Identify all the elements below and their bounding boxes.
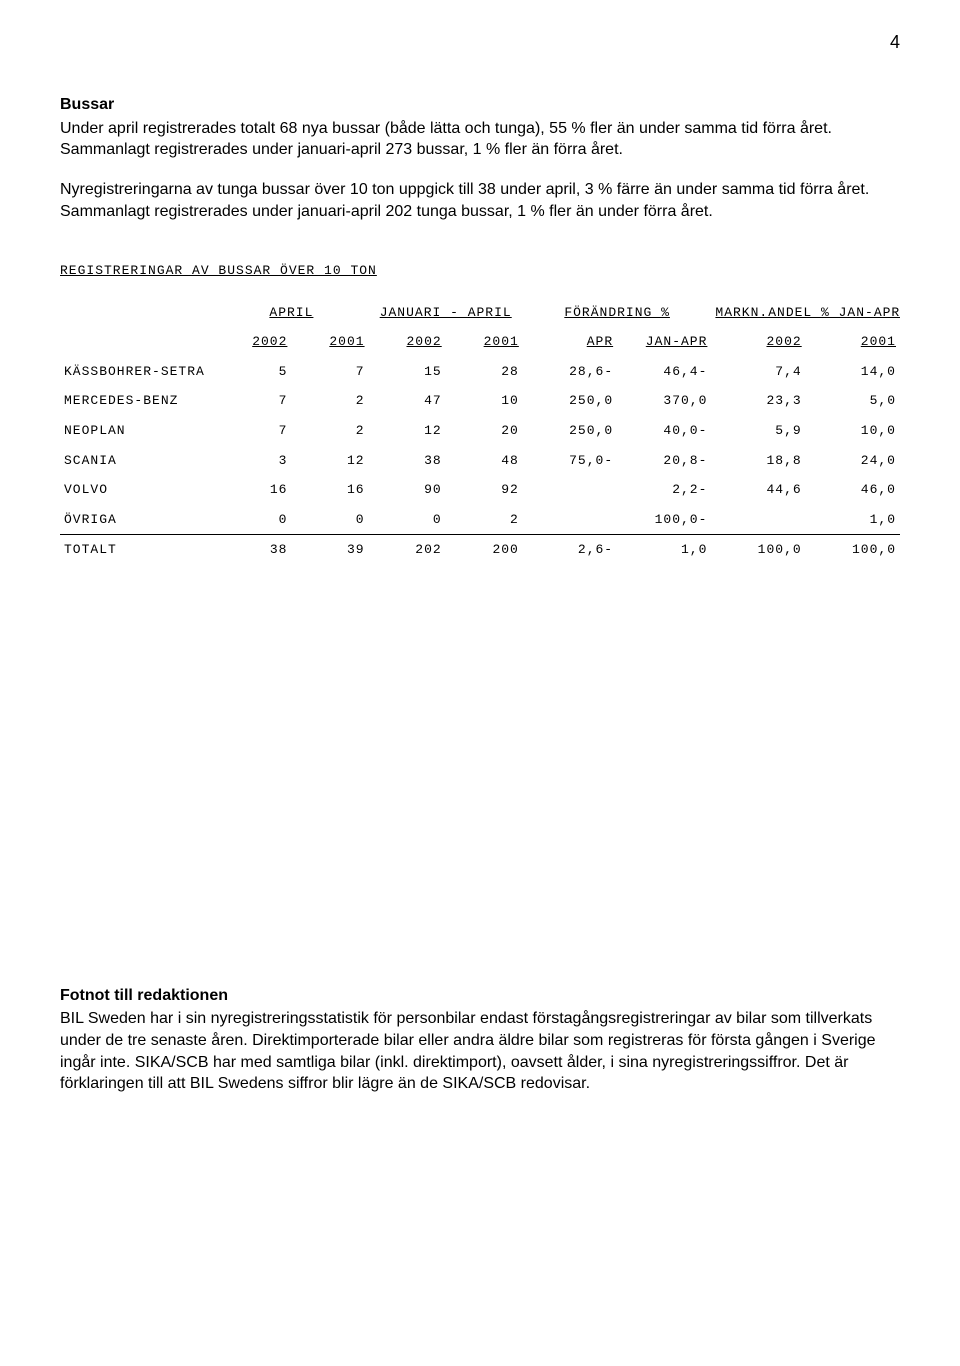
cell: 7 <box>214 386 291 416</box>
cell <box>523 475 617 505</box>
cell: 18,8 <box>711 446 805 476</box>
cell: 5,0 <box>806 386 900 416</box>
cell: 75,0- <box>523 446 617 476</box>
cell: 1,0 <box>617 535 711 565</box>
row-label: MERCEDES-BENZ <box>60 386 214 416</box>
cell: 12 <box>291 446 368 476</box>
table-year-header-row: 2002 2001 2002 2001 APR JAN-APR 2002 200… <box>60 327 900 357</box>
cell: 10,0 <box>806 416 900 446</box>
cell: 370,0 <box>617 386 711 416</box>
cell: 0 <box>214 505 291 535</box>
cell <box>523 505 617 535</box>
cell: 12 <box>369 416 446 446</box>
cell: 38 <box>369 446 446 476</box>
cell: 200 <box>446 535 523 565</box>
cell: 2 <box>291 386 368 416</box>
col-2002: 2002 <box>369 327 446 357</box>
cell: 2,6- <box>523 535 617 565</box>
cell: 38 <box>214 535 291 565</box>
cell: 100,0- <box>617 505 711 535</box>
row-label: SCANIA <box>60 446 214 476</box>
col-group-april: APRIL <box>214 298 368 328</box>
cell: 23,3 <box>711 386 805 416</box>
cell: 250,0 <box>523 386 617 416</box>
paragraph-bussar-2: Nyregistreringarna av tunga bussar över … <box>60 179 900 222</box>
cell: 47 <box>369 386 446 416</box>
table-row: MERCEDES-BENZ 7 2 47 10 250,0 370,0 23,3… <box>60 386 900 416</box>
heading-footnote: Fotnot till redaktionen <box>60 985 900 1007</box>
table-row: SCANIA 3 12 38 48 75,0- 20,8- 18,8 24,0 <box>60 446 900 476</box>
cell: 0 <box>369 505 446 535</box>
cell: 1,0 <box>806 505 900 535</box>
cell: 28 <box>446 357 523 387</box>
col-2001: 2001 <box>806 327 900 357</box>
cell: 202 <box>369 535 446 565</box>
cell: 7 <box>291 357 368 387</box>
cell: 15 <box>369 357 446 387</box>
cell: 48 <box>446 446 523 476</box>
cell <box>711 505 805 535</box>
heading-bussar: Bussar <box>60 94 900 116</box>
col-janapr: JAN-APR <box>617 327 711 357</box>
col-group-change: FÖRÄNDRING % <box>523 298 712 328</box>
row-label: ÖVRIGA <box>60 505 214 535</box>
table-title: REGISTRERINGAR AV BUSSAR ÖVER 10 TON <box>60 262 900 280</box>
table-row: ÖVRIGA 0 0 0 2 100,0- 1,0 <box>60 505 900 535</box>
page-number: 4 <box>60 30 900 54</box>
paragraph-footnote: BIL Sweden har i sin nyregistreringsstat… <box>60 1008 900 1094</box>
cell: 250,0 <box>523 416 617 446</box>
col-2002: 2002 <box>214 327 291 357</box>
cell: 44,6 <box>711 475 805 505</box>
cell: 10 <box>446 386 523 416</box>
row-label: TOTALT <box>60 535 214 565</box>
table-group-header-row: APRIL JANUARI - APRIL FÖRÄNDRING % MARKN… <box>60 298 900 328</box>
cell: 90 <box>369 475 446 505</box>
cell: 0 <box>291 505 368 535</box>
table-row: VOLVO 16 16 90 92 2,2- 44,6 46,0 <box>60 475 900 505</box>
col-group-share: MARKN.ANDEL % JAN-APR <box>711 298 900 328</box>
col-2002: 2002 <box>711 327 805 357</box>
cell: 2,2- <box>617 475 711 505</box>
cell: 7 <box>214 416 291 446</box>
paragraph-bussar-1: Under april registrerades totalt 68 nya … <box>60 118 900 161</box>
cell: 3 <box>214 446 291 476</box>
cell: 92 <box>446 475 523 505</box>
data-table: APRIL JANUARI - APRIL FÖRÄNDRING % MARKN… <box>60 298 900 565</box>
cell: 2 <box>291 416 368 446</box>
cell: 46,4- <box>617 357 711 387</box>
section-footnote: Fotnot till redaktionen BIL Sweden har i… <box>60 985 900 1095</box>
col-group-janapr: JANUARI - APRIL <box>369 298 523 328</box>
table-row: KÄSSBOHRER-SETRA 5 7 15 28 28,6- 46,4- 7… <box>60 357 900 387</box>
cell: 46,0 <box>806 475 900 505</box>
col-2001: 2001 <box>446 327 523 357</box>
row-label: VOLVO <box>60 475 214 505</box>
section-bussar: Bussar Under april registrerades totalt … <box>60 94 900 222</box>
table-block: REGISTRERINGAR AV BUSSAR ÖVER 10 TON APR… <box>60 262 900 564</box>
cell: 5,9 <box>711 416 805 446</box>
cell: 39 <box>291 535 368 565</box>
cell: 16 <box>291 475 368 505</box>
table-total-row: TOTALT 38 39 202 200 2,6- 1,0 100,0 100,… <box>60 535 900 565</box>
cell: 5 <box>214 357 291 387</box>
cell: 20 <box>446 416 523 446</box>
cell: 24,0 <box>806 446 900 476</box>
row-label: NEOPLAN <box>60 416 214 446</box>
cell: 16 <box>214 475 291 505</box>
cell: 28,6- <box>523 357 617 387</box>
cell: 7,4 <box>711 357 805 387</box>
row-label: KÄSSBOHRER-SETRA <box>60 357 214 387</box>
cell: 2 <box>446 505 523 535</box>
cell: 20,8- <box>617 446 711 476</box>
cell: 100,0 <box>806 535 900 565</box>
cell: 14,0 <box>806 357 900 387</box>
cell: 100,0 <box>711 535 805 565</box>
col-apr: APR <box>523 327 617 357</box>
cell: 40,0- <box>617 416 711 446</box>
table-row: NEOPLAN 7 2 12 20 250,0 40,0- 5,9 10,0 <box>60 416 900 446</box>
col-2001: 2001 <box>291 327 368 357</box>
